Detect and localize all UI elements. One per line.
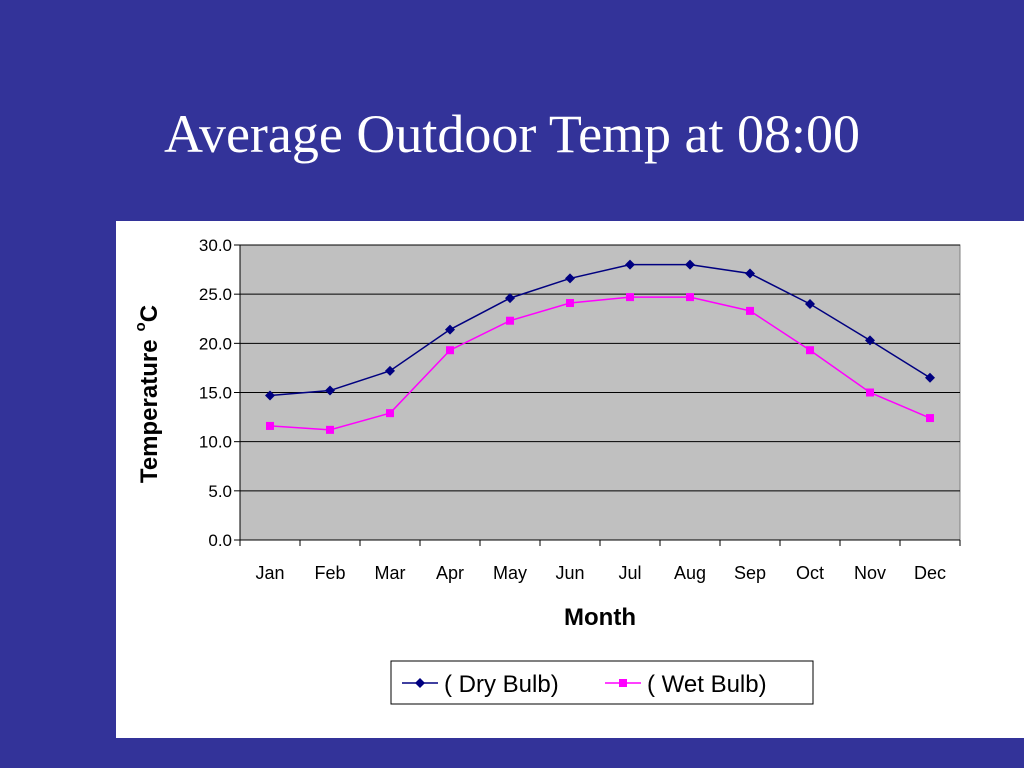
- y-axis-unit: C: [136, 305, 163, 322]
- data-point-dry-bulb-jul: [625, 259, 635, 270]
- x-tick-label-mar: Mar: [375, 563, 406, 583]
- data-point-wet-bulb-dec: [926, 414, 934, 423]
- data-point-wet-bulb-jul: [626, 293, 634, 302]
- y-tick-label: 15.0: [199, 384, 232, 403]
- y-axis: 0.0 5.0 10.0 15.0 20.0 25.0 30.0: [199, 236, 241, 550]
- data-point-wet-bulb-jun: [566, 299, 574, 308]
- legend-wet-bulb-marker: [619, 679, 627, 687]
- data-point-dry-bulb-apr: [445, 324, 455, 335]
- data-point-wet-bulb-may: [506, 316, 514, 325]
- x-tick-label-aug: Aug: [674, 563, 706, 583]
- data-point-dry-bulb-sep: [745, 268, 755, 279]
- legend: ( Dry Bulb) ( Wet Bulb): [390, 660, 814, 705]
- data-point-wet-bulb-aug: [686, 293, 694, 302]
- y-tick-label: 10.0: [199, 433, 232, 452]
- y-tick-label: 25.0: [199, 285, 232, 304]
- data-point-wet-bulb-oct: [806, 346, 814, 355]
- x-axis: Jan Feb Mar Apr May Jun Jul Aug Sep Oct Nov Dec: [239, 539, 961, 583]
- x-tick-label-jan: Jan: [255, 563, 284, 583]
- x-tick-label-oct: Oct: [796, 563, 824, 583]
- data-point-dry-bulb-feb: [325, 385, 335, 396]
- x-axis-title: Month: [564, 604, 636, 631]
- data-point-wet-bulb-nov: [866, 388, 874, 397]
- series-line-wet-bulb: [269, 296, 931, 431]
- y-axis-title-text: Temperature: [136, 339, 163, 483]
- data-point-dry-bulb-oct: [805, 299, 815, 309]
- temperature-line-chart: 0.0 5.0 10.0 15.0 20.0 25.0 30.0 Jan Feb Mar Apr M…: [132, 236, 961, 705]
- data-point-dry-bulb-mar: [385, 365, 395, 376]
- series-line-dry-bulb: [269, 263, 931, 397]
- data-point-dry-bulb-jun: [565, 273, 575, 284]
- x-tick-label-apr: Apr: [436, 563, 464, 583]
- legend-dry-bulb-marker: [415, 678, 425, 688]
- y-tick-label: 20.0: [199, 334, 232, 353]
- y-tick-label: 30.0: [199, 236, 232, 255]
- y-axis-unit-degree: o: [132, 322, 149, 331]
- data-point-wet-bulb-mar: [386, 409, 394, 418]
- data-point-wet-bulb-feb: [326, 425, 334, 434]
- x-tick-label-jun: Jun: [555, 563, 584, 583]
- x-tick-label-nov: Nov: [854, 563, 886, 583]
- data-point-dry-bulb-dec: [925, 372, 935, 383]
- data-point-wet-bulb-apr: [446, 346, 454, 355]
- grid-lines: [240, 244, 960, 492]
- y-tick-label: 5.0: [208, 482, 232, 501]
- x-tick-label-may: May: [493, 563, 527, 583]
- y-tick-label: 0.0: [208, 531, 232, 550]
- data-point-dry-bulb-aug: [685, 259, 695, 270]
- data-point-dry-bulb-may: [505, 293, 515, 304]
- data-point-dry-bulb-jan: [265, 390, 275, 401]
- x-tick-label-sep: Sep: [734, 563, 766, 583]
- legend-box: [390, 660, 814, 705]
- data-point-dry-bulb-nov: [865, 335, 875, 346]
- y-axis-title: Temperature oC: [132, 305, 163, 483]
- data-point-wet-bulb-jan: [266, 421, 274, 430]
- series-layer: [265, 259, 935, 434]
- legend-wet-bulb-label: ( Wet Bulb): [647, 671, 767, 698]
- legend-dry-bulb-label: ( Dry Bulb): [444, 671, 559, 698]
- chart-panel: 0.0 5.0 10.0 15.0 20.0 25.0 30.0 Jan Feb Mar Apr M…: [116, 221, 1024, 738]
- x-tick-label-dec: Dec: [914, 563, 946, 583]
- x-tick-label-jul: Jul: [618, 563, 641, 583]
- slide-title: Average Outdoor Temp at 08:00: [163, 104, 861, 164]
- x-tick-label-feb: Feb: [314, 563, 345, 583]
- data-point-wet-bulb-sep: [746, 306, 754, 315]
